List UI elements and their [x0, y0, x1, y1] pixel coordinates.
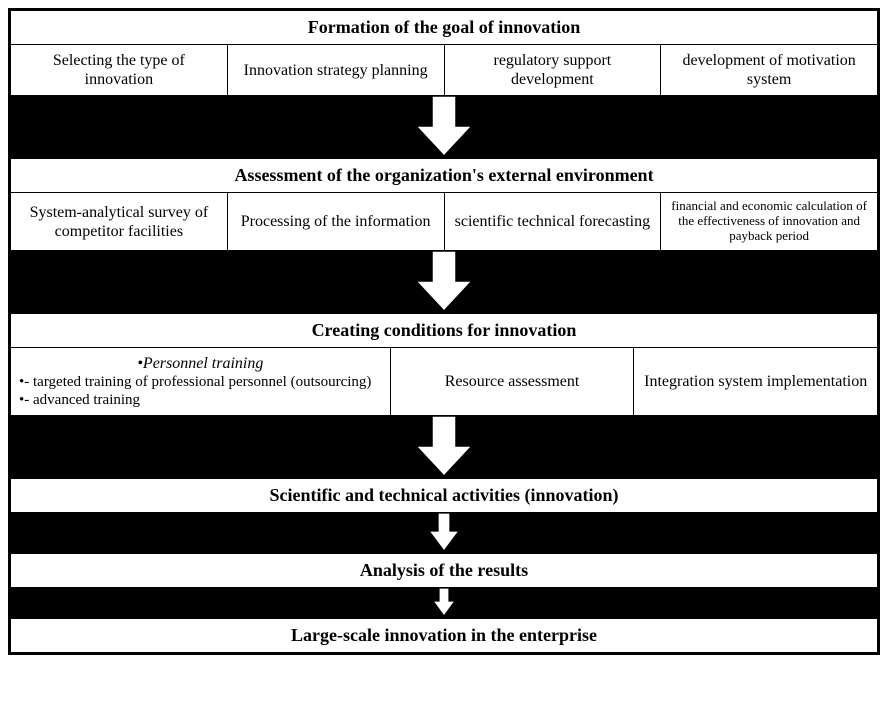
block-row: System-analytical survey of competitor f…: [11, 193, 877, 250]
cell: regulatory support development: [445, 45, 662, 95]
block-title: Large-scale innovation in the enterprise: [11, 619, 877, 652]
block-title: Scientific and technical activities (inn…: [11, 479, 877, 512]
block-row: Selecting the type of innovation Innovat…: [11, 45, 877, 95]
block-title: Formation of the goal of innovation: [11, 11, 877, 45]
cell-personnel-training: •Personnel training •- targeted training…: [11, 348, 391, 415]
down-arrow-icon: [414, 96, 474, 158]
cell: scientific technical forecasting: [445, 193, 662, 250]
block-scientific-technical: Scientific and technical activities (inn…: [10, 478, 878, 513]
arrow-gap: [10, 96, 878, 158]
innovation-flowchart: Formation of the goal of innovation Sele…: [8, 8, 880, 655]
arrow-gap: [10, 588, 878, 618]
block-title: Assessment of the organization's externa…: [11, 159, 877, 193]
cell: System-analytical survey of competitor f…: [11, 193, 228, 250]
block-analysis-results: Analysis of the results: [10, 553, 878, 588]
block-title: Analysis of the results: [11, 554, 877, 587]
down-arrow-icon: [427, 513, 461, 553]
bullet: •- advanced training: [19, 391, 382, 409]
arrow-gap: [10, 251, 878, 313]
bullet: •- targeted training of professional per…: [19, 373, 382, 391]
block-assessment-environment: Assessment of the organization's externa…: [10, 158, 878, 251]
block-row: •Personnel training •- targeted training…: [11, 348, 877, 415]
down-arrow-icon: [431, 588, 457, 618]
cell: Innovation strategy planning: [228, 45, 445, 95]
arrow-gap: [10, 513, 878, 553]
down-arrow-icon: [414, 416, 474, 478]
arrow-gap: [10, 416, 878, 478]
cell: development of motivation system: [661, 45, 877, 95]
cell: Processing of the information: [228, 193, 445, 250]
block-creating-conditions: Creating conditions for innovation •Pers…: [10, 313, 878, 416]
block-formation-goal: Formation of the goal of innovation Sele…: [10, 10, 878, 96]
personnel-heading: •Personnel training: [19, 354, 382, 373]
cell: Integration system implementation: [634, 348, 877, 415]
block-large-scale-innovation: Large-scale innovation in the enterprise: [10, 618, 878, 653]
cell: Selecting the type of innovation: [11, 45, 228, 95]
block-title: Creating conditions for innovation: [11, 314, 877, 348]
cell: financial and economic calculation of th…: [661, 193, 877, 250]
cell: Resource assessment: [391, 348, 635, 415]
down-arrow-icon: [414, 251, 474, 313]
personnel-bullets: •- targeted training of professional per…: [19, 373, 382, 409]
